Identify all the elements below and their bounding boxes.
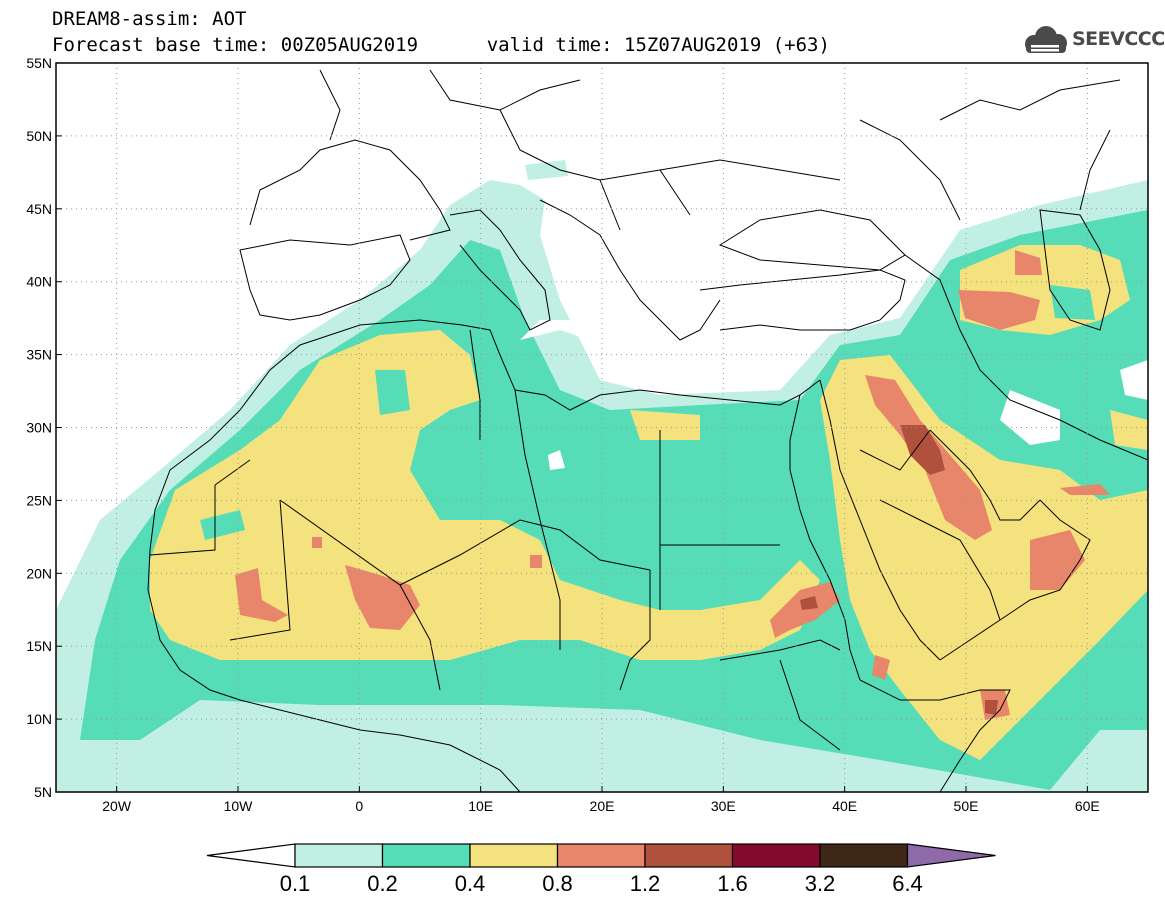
valid-time-value: 15Z07AUG2019 (+63) xyxy=(624,34,830,56)
colorbar-box xyxy=(556,843,646,868)
coastlines-borders xyxy=(147,69,1148,792)
aot-clear-areas xyxy=(520,320,1148,470)
colorbar-box xyxy=(469,843,559,868)
aot-plot-area xyxy=(56,63,1148,792)
aot-band-0.2-0.4-inner xyxy=(200,285,1095,540)
aot-band-1.2-1.6 xyxy=(800,425,998,715)
colorbar-label: 0.8 xyxy=(542,871,573,896)
colorbar-label: 0.1 xyxy=(280,871,311,896)
colorbar-box xyxy=(294,843,384,868)
colorbar-label: 3.2 xyxy=(805,871,836,896)
lat-tick-label: 55N xyxy=(26,55,52,71)
product-title: DREAM8-assim: AOT xyxy=(52,8,247,30)
lat-tick-label: 40N xyxy=(26,274,52,290)
lon-tick-label: 50E xyxy=(954,798,979,814)
longitude-ticks: 20W 10W 0 10E 20E 30E 40E 50E 60E xyxy=(102,786,1100,814)
cloud-icon xyxy=(1025,26,1067,53)
lat-tick-label: 50N xyxy=(26,128,52,144)
forecast-base-label: Forecast base time: xyxy=(52,34,270,56)
lon-tick-label: 40E xyxy=(832,798,857,814)
colorbar-over-triangle xyxy=(906,843,996,868)
colorbar-label: 0.2 xyxy=(367,871,398,896)
title-line-1: DREAM8-assim: AOT xyxy=(52,8,246,30)
lat-tick-label: 35N xyxy=(26,347,52,363)
lat-tick-label: 10N xyxy=(26,711,52,727)
colorbar-box xyxy=(819,843,909,868)
lat-tick-label: 45N xyxy=(26,201,52,217)
lon-tick-label: 60E xyxy=(1075,798,1100,814)
lon-tick-label: 30E xyxy=(711,798,736,814)
colorbar: 0.1 0.2 0.4 0.8 1.2 1.6 3.2 6.4 xyxy=(206,843,996,896)
logo-text: SEEVCCC xyxy=(1072,28,1165,50)
colorbar-box xyxy=(644,843,734,868)
lon-tick-label: 0 xyxy=(355,798,363,814)
lat-tick-label: 25N xyxy=(26,492,52,508)
lon-tick-label: 20W xyxy=(102,798,132,814)
colorbar-label: 1.2 xyxy=(630,871,661,896)
lat-tick-label: 5N xyxy=(34,784,52,800)
colorbar-box xyxy=(731,843,821,868)
colorbar-label: 1.6 xyxy=(717,871,748,896)
lon-tick-label: 10E xyxy=(468,798,493,814)
title-line-2: Forecast base time: 00Z05AUG2019 valid t… xyxy=(52,34,830,56)
colorbar-box xyxy=(381,843,471,868)
lat-tick-label: 15N xyxy=(26,638,52,654)
lon-tick-label: 10W xyxy=(224,798,254,814)
valid-time-label: valid time: xyxy=(486,34,613,56)
lon-tick-label: 20E xyxy=(590,798,615,814)
lat-tick-label: 30N xyxy=(26,420,52,436)
lat-tick-label: 20N xyxy=(26,565,52,581)
colorbar-under-triangle xyxy=(206,843,296,868)
map-grid xyxy=(56,63,1148,792)
seevccc-logo xyxy=(1025,26,1067,53)
forecast-base-time: 00Z05AUG2019 xyxy=(280,34,419,56)
latitude-ticks: 55N 50N 45N 40N 35N 30N 25N 20N 15N 10N 5N xyxy=(26,55,62,800)
colorbar-label: 0.4 xyxy=(455,871,486,896)
colorbar-label: 6.4 xyxy=(892,871,923,896)
